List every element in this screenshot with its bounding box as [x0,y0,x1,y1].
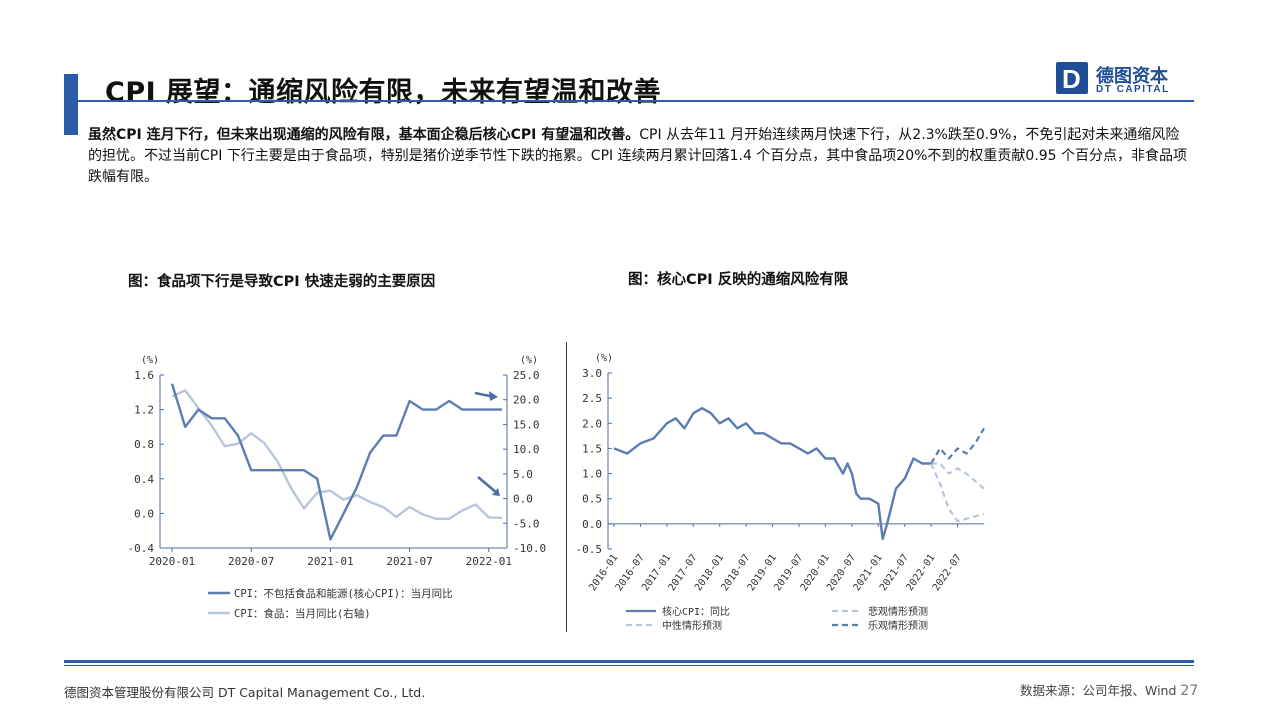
chart1-food-vs-core-cpi: (%) (%) 1.6 1.2 0.8 0.4 0.0 -0.4 25.0 20.0 15.0 10.… [128,355,547,620]
footer-rule [64,660,1194,663]
title-accent-bar [64,74,78,135]
body-paragraph: 虽然CPI 连月下行，但未来出现通缩的风险有限，基本面企稳后核心CPI 有望温和… [88,125,1193,188]
chart1-left-unit: (%) [141,355,159,366]
chart2-unit: (%) [595,353,613,364]
footer-rule-thin [64,665,1194,666]
logo-chinese-name: 德图资本 [1096,66,1168,87]
chart2-legend-label: 乐观情形预测 [868,619,928,632]
chart1-series-line [170,383,502,541]
chart1-left-tick-label: -0.4 [128,542,155,555]
chart1-title: 图：食品项下行是导致CPI 快速走弱的主要原因 [128,274,436,290]
chart1-arrow-down [477,476,500,496]
chart1-arrow-head [489,391,498,401]
chart2-y-tick-label: 0.0 [582,518,602,531]
company-logo: D 德图资本 DT CAPITAL [1056,62,1196,98]
body-rest-text: CPI 从去年11 月开始连续两月快速下行，从2.3%跌至0.9%，不免引起对未… [88,127,1188,185]
chart2-series-line [930,463,985,523]
chart1-legend-label: CPI：不包括食品和能源(核心CPI)：当月同比 [234,587,453,600]
chart1-x-tick-label: 2020-01 [149,555,195,568]
chart2-core-cpi-forecast: (%)3.02.52.01.51.00.50.0-0.52016-012016-… [576,353,985,632]
chart2-y-tick-label: 2.5 [582,392,602,405]
logo-mark-letter: D [1062,64,1081,94]
chart2-y-tick-label: 3.0 [582,367,602,380]
chart1-x-tick-label: 2020-07 [228,555,274,568]
body-lead-sentence: 虽然CPI 连月下行，但未来出现通缩的风险有限，基本面企稳后核心CPI 有望温和… [88,127,640,143]
chart1-right-tick-label: 15.0 [513,418,540,431]
chart2-series-line [930,427,985,465]
chart1-right-tick-label: 0.0 [513,493,533,506]
chart2-series-line [931,462,985,490]
chart1-series-line [171,389,503,520]
chart1-x-tick-label: 2021-07 [386,555,432,568]
chart1-right-tick-label: -10.0 [513,542,546,555]
chart1-right-tick-label: 20.0 [513,394,540,407]
chart1-arrow-head [492,488,500,496]
chart1-right-tick-label: 10.0 [513,443,540,456]
page-number: 27 [1180,683,1199,699]
chart1-arrow-shaft [477,476,498,494]
chart2-y-tick-label: 0.5 [582,493,602,506]
chart1-left-tick-label: 0.8 [134,438,154,451]
chart1-left-tick-label: 0.4 [134,473,154,486]
chart2-series-line [613,407,932,541]
chart1-arrow-right-axis [474,391,498,401]
chart1-left-tick-label: 0.0 [134,507,154,520]
chart2-y-tick-label: 1.5 [582,442,602,455]
chart2-legend-label: 核心CPI：同比 [662,605,730,618]
chart1-x-tick-label: 2021-01 [307,555,353,568]
logo-english-name: DT CAPITAL [1096,84,1170,95]
page-title: CPI 展望：通缩风险有限，未来有望温和改善 [105,77,662,108]
chart2-y-tick-label: 1.0 [582,468,602,481]
chart2-y-tick-label: -0.5 [576,543,603,556]
chart1-legend-label: CPI：食品：当月同比(右轴) [234,607,371,620]
title-rule [64,100,1194,102]
chart-divider [566,342,567,632]
footer-source: 数据来源：公司年报、Wind 27 [1020,680,1198,699]
chart2-y-tick-label: 2.0 [582,417,602,430]
chart2-title: 图：核心CPI 反映的通缩风险有限 [628,272,849,288]
chart1-left-tick-label: 1.2 [134,404,154,417]
chart1-right-tick-label: 25.0 [513,369,540,382]
chart1-right-tick-label: 5.0 [513,468,533,481]
chart1-left-tick-label: 1.6 [134,369,154,382]
logo-mark-icon: D [1056,62,1088,94]
chart1-right-tick-label: -5.0 [513,517,540,530]
footer-company: 德图资本管理股份有限公司 DT Capital Management Co., … [64,685,426,700]
chart2-legend-label: 悲观情形预测 [868,605,928,618]
chart1-x-tick-label: 2022-01 [466,555,512,568]
chart1-right-unit: (%) [520,355,538,366]
footer-source-text: 数据来源：公司年报、Wind [1020,683,1177,698]
chart2-legend-label: 中性情形预测 [662,619,722,632]
